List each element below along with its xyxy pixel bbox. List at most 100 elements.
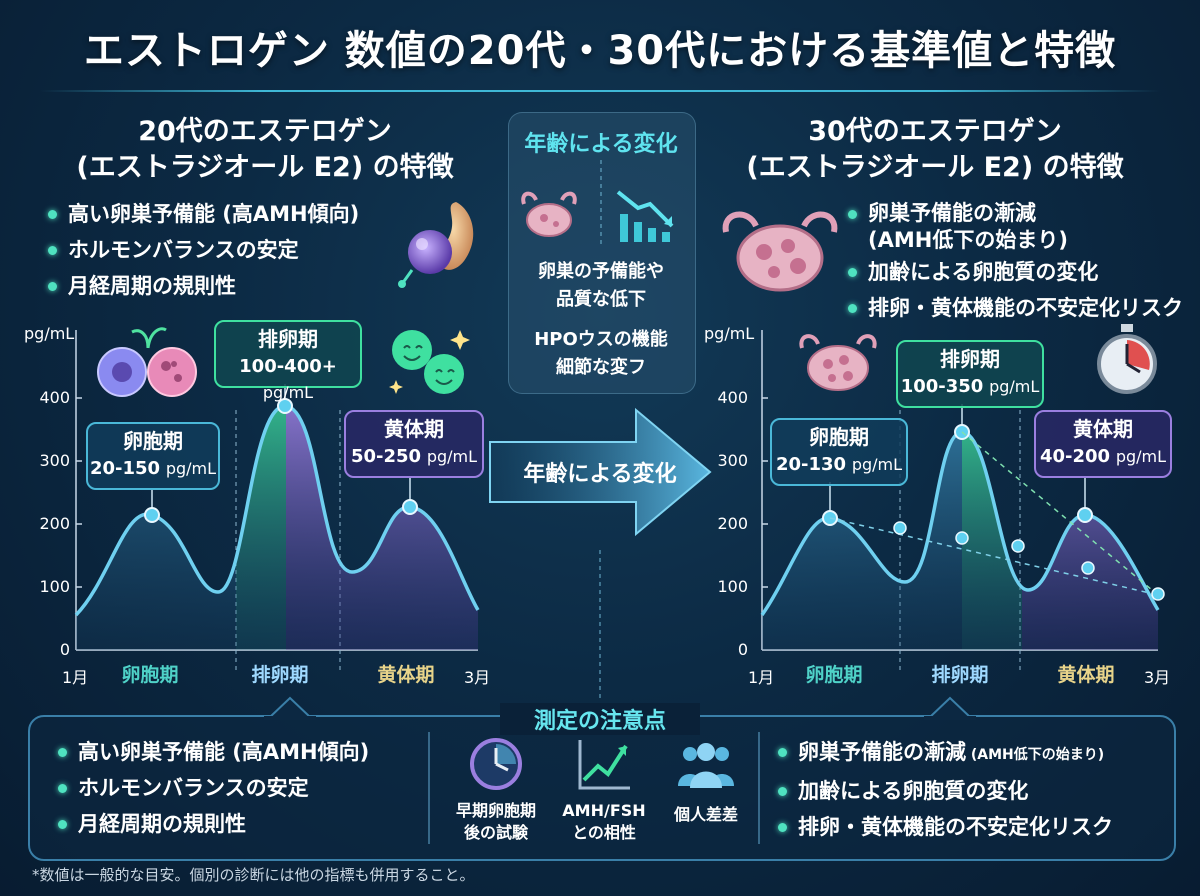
peak-marker [277,398,293,414]
declining-chart-icon [616,190,674,242]
callout-unit: pg/mL [989,377,1040,396]
right-callout-follicular: 卵胞期 20-130 pg/mL [770,418,908,486]
notes-bullet: 卵巣予備能の漸減 (AMH低下の始まり) [776,734,1166,773]
callout-unit: pg/mL [426,447,478,466]
notes-bullet: 高い卵巣予備能 (高AMH傾向) [56,734,426,770]
callout-title: 黄体期 [384,417,444,441]
right-bullet: 加齢による卵胞質の変化 [846,254,1186,290]
right-phase-ovulation: 排卵期 [931,664,989,686]
callout-title: 排卵期 [258,327,318,351]
left-heading-line1: 20代のエステロゲン [138,116,392,147]
center-text-1: 卵巣の予備能や 品質な低下 [508,258,694,314]
notes-bullet: 排卵・黄体機能の不安定化リスク [776,809,1166,845]
left-callout-follicular: 卵胞期 20-150 pg/mL [86,422,220,490]
callout-range: 50-250 [350,446,422,467]
left-ytick: 400 [39,388,70,407]
trend-marker [1151,587,1165,601]
icon-label-line: 後の試験 [463,823,528,842]
left-phase-ovulation: 排卵期 [251,664,309,686]
left-bullets: 高い卵巣予備能 (高AMH傾向) ホルモンバランスの安定 月経周期の規則性 [46,196,436,304]
right-ytick: 100 [717,577,748,596]
right-bullet: 卵巣予備能の漸減 (AMH低下の始まり) [846,196,1186,254]
callout-unit: pg/mL [165,459,217,478]
follicular-area [76,514,236,650]
title-divider [40,90,1160,92]
right-bullet: 排卵・黄体機能の不安定化リスク [846,290,1186,326]
icon-label-line: AMH/FSH [562,801,646,820]
uterus-icon [521,191,577,237]
cells-icon [97,327,197,397]
trend-marker [1011,539,1025,553]
peak-marker [144,507,160,523]
left-phase-luteal: 黄体期 [377,664,435,686]
notes-divider [758,732,760,844]
decline-trend-line [829,517,1159,596]
left-heading: 20代のエステロゲン (エストラジオール E2) の特徴 [30,114,500,186]
callout-range: 40-200 [1039,446,1111,467]
left-bullet: ホルモンバランスの安定 [46,232,436,268]
callout-title: 卵胞期 [123,429,183,453]
right-chart [760,330,1165,670]
center-dashed-line [599,550,601,700]
callout-unit: pg/mL [851,455,903,474]
ovary-small-icon [799,334,877,391]
right-x-start: 1月 [748,668,775,687]
decline-trend-line [961,431,1159,596]
left-callout-luteal: 黄体期 50-250 pg/mL [344,410,484,478]
trend-chart-icon [578,740,630,790]
left-ytick: 200 [39,514,70,533]
right-bullet-line: 卵巣予備能の漸減 [868,201,1036,225]
right-callout-luteal: 黄体期 40-200 pg/mL [1034,410,1172,478]
callout-title: 黄体期 [1073,417,1133,441]
luteal-area [1022,515,1158,650]
left-chart [74,330,480,670]
icon-label-line: 個人差差 [673,805,738,824]
center-text-line: HPOウスの機能 [534,329,668,350]
footnote: *数値は一般的な目安。個別の診断には他の指標も併用すること。 [32,866,475,884]
left-heading-line2: (エストラジオール E2) の特徴 [76,152,454,183]
clock-icon [470,738,522,790]
center-text-line: 細節な変フ [556,357,646,378]
ovulation-area [962,432,1022,650]
callout-range: 100-400+ [239,356,337,377]
left-bullet: 高い卵巣予備能 (高AMH傾向) [46,196,436,232]
right-ytick: 400 [717,388,748,407]
right-ytick: 300 [717,451,748,470]
notes-bullet-small: (AMH低下の始まり) [966,747,1105,763]
notes-bullet-main: 卵巣予備能の漸減 [798,740,966,764]
callout-title: 排卵期 [940,347,1000,371]
left-x-end: 3月 [464,668,491,687]
center-divider-lines [600,160,602,246]
center-text-line: 卵巣の予備能や [538,261,664,282]
luteal-area [286,406,478,650]
left-x-start: 1月 [62,668,89,687]
callout-unit: pg/mL [262,383,314,402]
page-title: エストロゲン 数値の20代・30代における基準値と特徴 [83,28,1117,74]
notes-pointer-left [264,696,316,720]
note-icon-label-2: AMH/FSH との相性 [554,800,654,844]
right-phase-luteal: 黄体期 [1057,664,1115,686]
notes-left-bullets: 高い卵巣予備能 (高AMH傾向) ホルモンバランスの安定 月経周期の規則性 [56,734,426,842]
right-callout-ovulation: 排卵期 100-350 pg/mL [896,340,1044,408]
left-ytick: 300 [39,451,70,470]
left-bullet: 月経周期の規則性 [46,268,436,304]
right-heading-line1: 30代のエステロゲン [808,116,1062,147]
right-bullet-line: (AMH低下の始まり) [868,228,1068,252]
notes-divider [428,732,430,844]
callout-range: 100-350 [900,376,984,397]
trend-marker [1081,561,1095,575]
arrow-label: 年齢による変化 [523,462,677,487]
trend-marker [893,521,907,535]
left-ytick: 100 [39,577,70,596]
center-text-2: HPOウスの機能 細節な変フ [508,326,694,382]
callout-range: 20-150 [89,458,161,479]
right-chart-unit: pg/mL [704,324,755,343]
icon-label-line: との相性 [572,823,636,842]
callout-unit: pg/mL [1115,447,1167,466]
smiley-icon [389,330,470,394]
callout-title: 卵胞期 [809,425,869,449]
right-heading: 30代のエステロゲン (エストラジオール E2) の特徴 [700,114,1170,186]
left-phase-follicular: 卵胞期 [121,664,179,686]
callout-range: 20-130 [775,454,847,475]
ovary-icon [722,211,838,292]
